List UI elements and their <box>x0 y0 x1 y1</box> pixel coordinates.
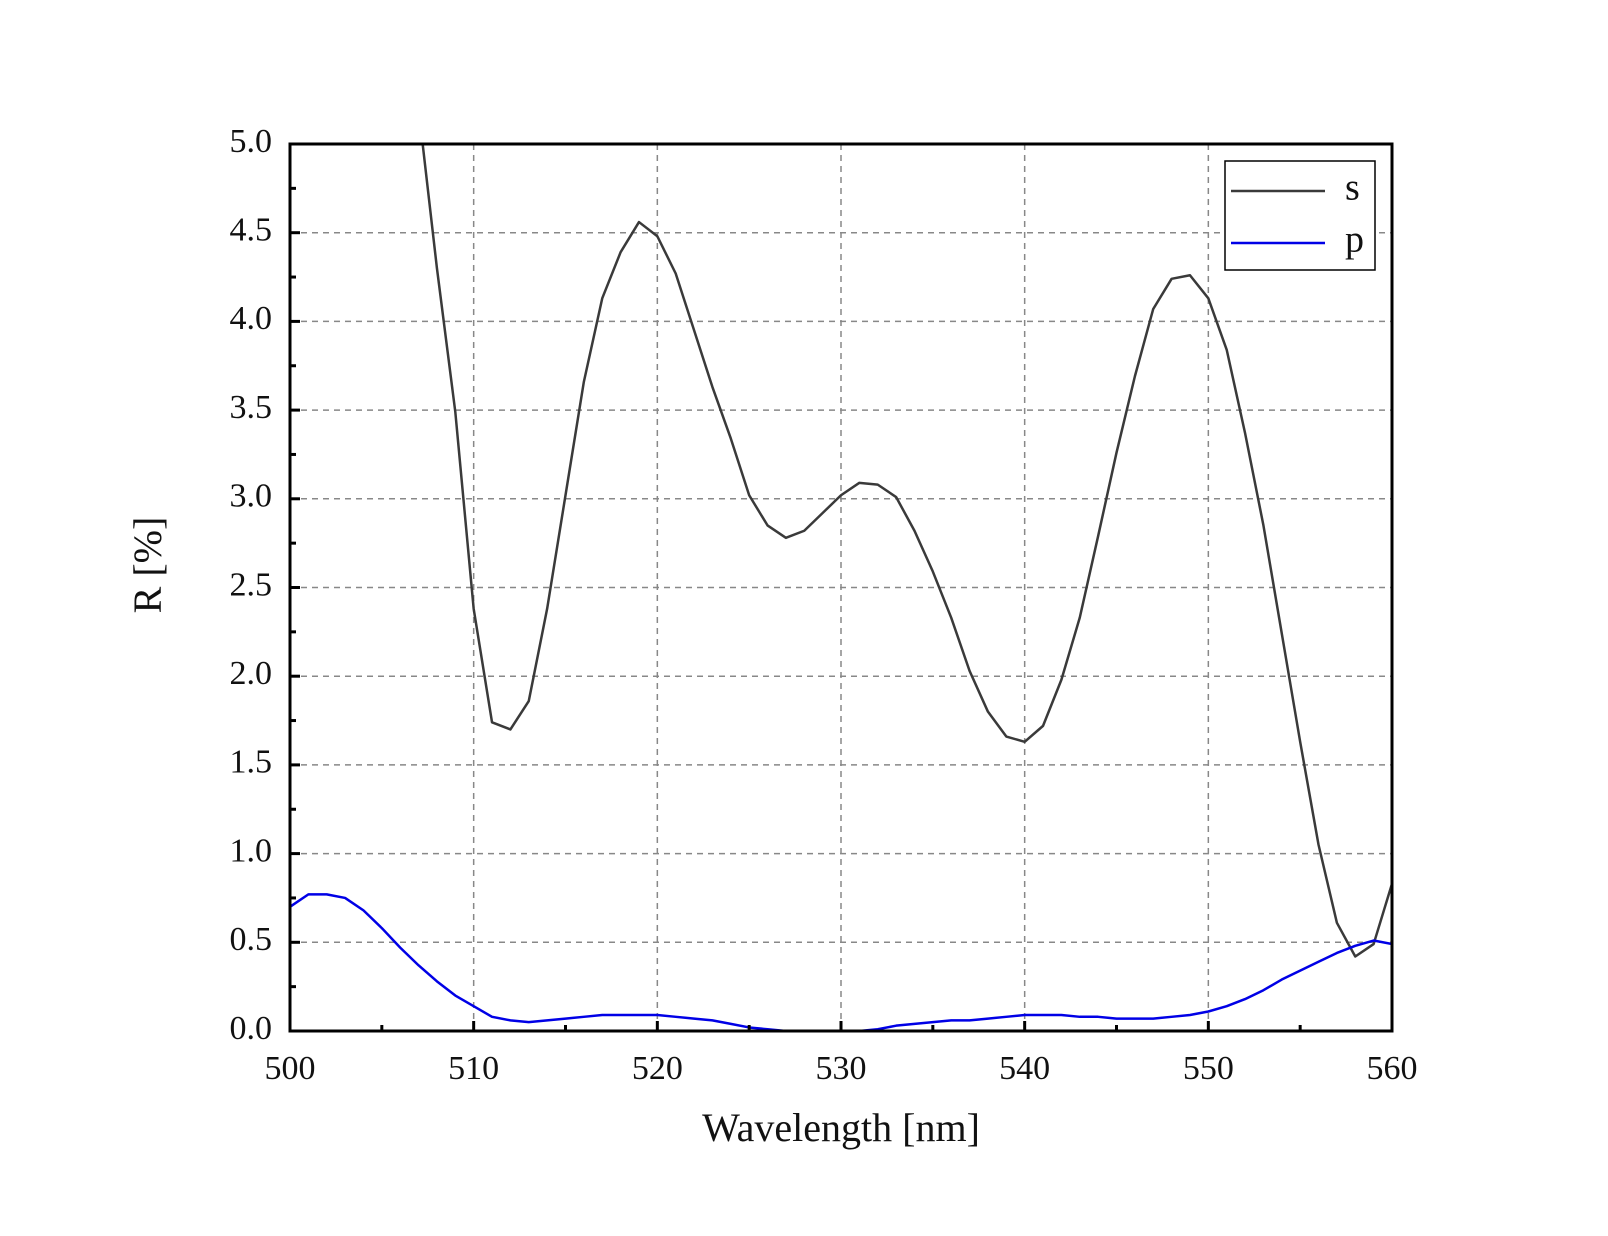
x-tick-label: 510 <box>448 1050 499 1087</box>
x-tick-label: 560 <box>1367 1050 1418 1087</box>
data-line <box>290 893 1392 1031</box>
y-tick-label: 0.5 <box>230 921 273 958</box>
x-tick-label: 540 <box>999 1050 1050 1087</box>
plot-lines <box>290 144 1392 1031</box>
y-tick-label: 3.0 <box>230 478 273 515</box>
legend: sp <box>1224 160 1376 271</box>
axes: 0.0 0.5 1.0 1.5 2.0 2.5 3.0 3.5 4.0 4.5 5.0 500 510 5… <box>230 123 1418 1087</box>
y-tick-label: 5.0 <box>230 123 273 160</box>
legend-label: s <box>1345 167 1360 209</box>
y-tick-label: 4.0 <box>230 300 273 337</box>
y-tick-label: 1.0 <box>230 832 273 869</box>
y-axis-label: R [%] <box>125 517 170 614</box>
legend-label: p <box>1345 219 1364 261</box>
grid <box>289 143 1393 1032</box>
data-line <box>421 144 1392 958</box>
y-tick-label: 0.0 <box>230 1010 273 1047</box>
x-tick-label: 520 <box>632 1050 683 1087</box>
y-tick-label: 1.5 <box>230 744 273 781</box>
y-tick-label: 3.5 <box>230 389 273 426</box>
x-tick-label: 500 <box>265 1050 316 1087</box>
legend-box <box>1224 160 1376 271</box>
x-tick-label: 530 <box>816 1050 867 1087</box>
y-tick-label: 2.0 <box>230 655 273 692</box>
x-axis-label: Wavelength [nm] <box>702 1105 980 1150</box>
y-tick-label: 2.5 <box>230 566 273 603</box>
y-tick-label: 4.5 <box>230 211 273 248</box>
x-tick-label: 550 <box>1183 1050 1234 1087</box>
